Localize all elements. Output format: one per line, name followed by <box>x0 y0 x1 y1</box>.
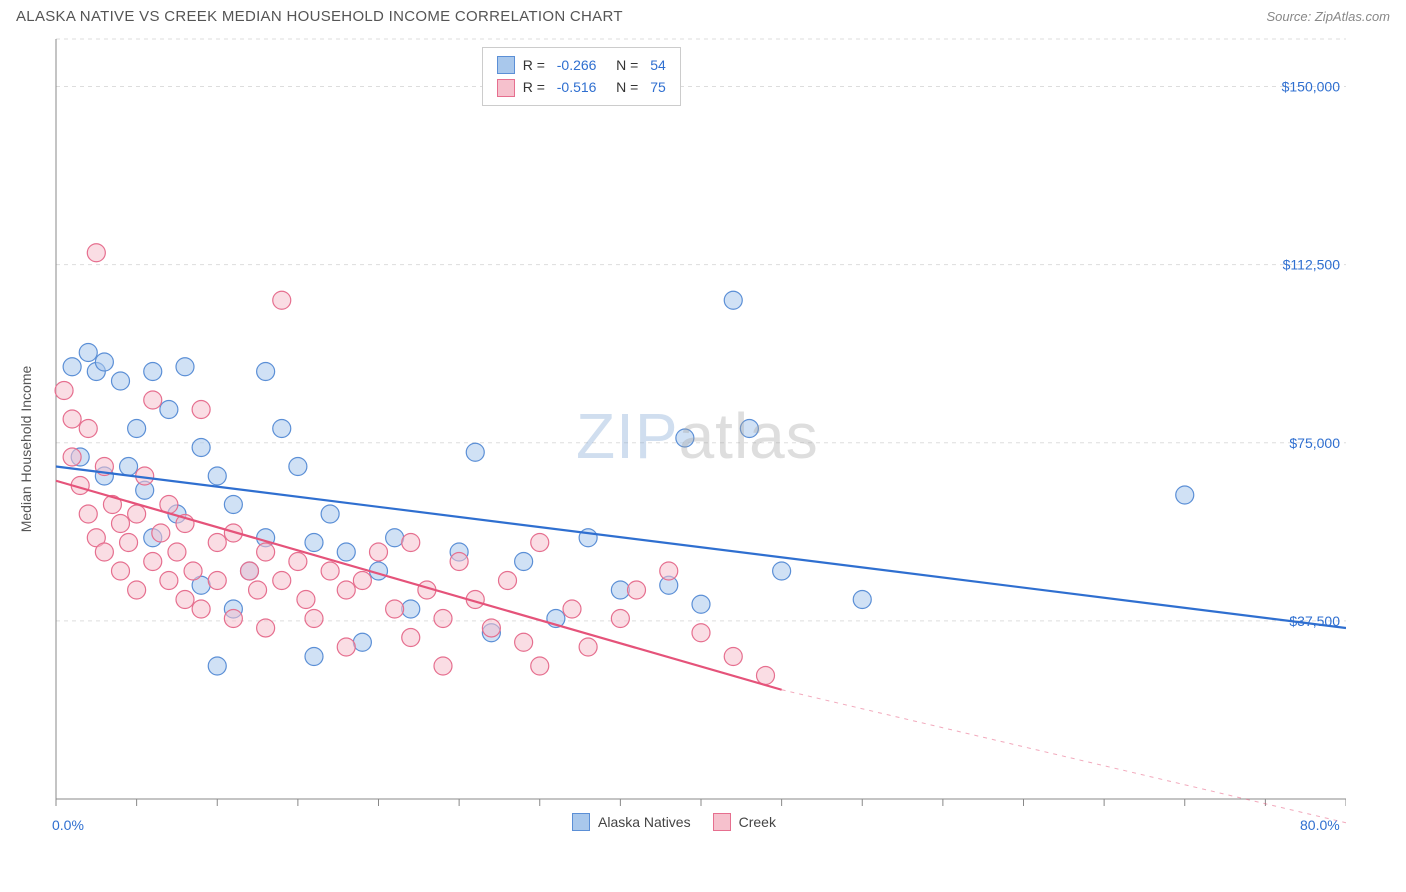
series-legend-item: Alaska Natives <box>572 813 691 831</box>
legend-r-value: -0.266 <box>557 54 597 76</box>
legend-n-value: 75 <box>650 76 666 98</box>
legend-n-label: N = <box>604 54 642 76</box>
chart-area: Median Household Income $37,500$75,000$1… <box>16 29 1390 869</box>
legend-swatch <box>713 813 731 831</box>
series-legend-item: Creek <box>713 813 776 831</box>
chart-title: ALASKA NATIVE VS CREEK MEDIAN HOUSEHOLD … <box>16 8 623 25</box>
correlation-legend: R = -0.266 N = 54R = -0.516 N = 75 <box>482 47 681 106</box>
series-name: Alaska Natives <box>598 814 691 830</box>
x-axis-min-label: 0.0% <box>52 817 84 833</box>
series-name: Creek <box>739 814 776 830</box>
svg-text:$112,500: $112,500 <box>1283 257 1341 273</box>
y-axis-label: Median Household Income <box>18 366 34 533</box>
legend-r-label: R = <box>523 76 549 98</box>
legend-swatch <box>497 79 515 97</box>
legend-r-value: -0.516 <box>557 76 597 98</box>
legend-n-label: N = <box>604 76 642 98</box>
chart-source: Source: ZipAtlas.com <box>1266 9 1390 24</box>
legend-n-value: 54 <box>650 54 666 76</box>
legend-row: R = -0.516 N = 75 <box>497 76 666 98</box>
series-legend: Alaska Natives Creek <box>572 813 776 831</box>
chart-header: ALASKA NATIVE VS CREEK MEDIAN HOUSEHOLD … <box>0 0 1406 29</box>
svg-text:$150,000: $150,000 <box>1282 79 1341 95</box>
legend-swatch <box>497 56 515 74</box>
scatter-plot: $37,500$75,000$112,500$150,000 <box>16 29 1346 829</box>
legend-swatch <box>572 813 590 831</box>
x-axis-max-label: 80.0% <box>1300 817 1340 833</box>
svg-text:$75,000: $75,000 <box>1289 435 1340 451</box>
legend-r-label: R = <box>523 54 549 76</box>
legend-row: R = -0.266 N = 54 <box>497 54 666 76</box>
